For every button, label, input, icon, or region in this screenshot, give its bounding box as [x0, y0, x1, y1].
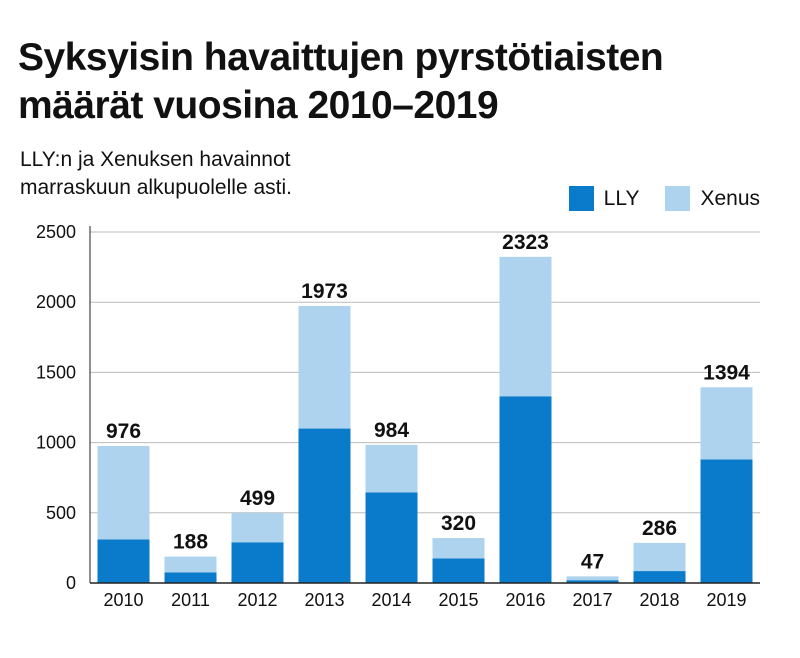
bar-segment-xenus [633, 542, 686, 572]
y-tick-label: 1000 [36, 433, 76, 453]
x-tick-label: 2017 [572, 590, 612, 610]
bar-segment-lly [231, 542, 284, 583]
bar-total-label: 320 [441, 512, 476, 535]
x-tick-label: 2013 [304, 590, 344, 610]
x-tick-label: 2015 [438, 590, 478, 610]
x-tick-label: 2018 [639, 590, 679, 610]
bar-segment-xenus [499, 256, 552, 397]
bar-total-label: 286 [642, 517, 677, 540]
bar-total-label: 1394 [703, 361, 750, 384]
bar-segment-xenus [432, 538, 485, 559]
bar-total-label: 976 [106, 420, 141, 443]
chart-title: Syksyisin havaittujen pyrstötiaisten mää… [18, 36, 664, 127]
chart-subtitle: LLY:n ja Xenuksen havainnot marraskuun a… [20, 148, 292, 199]
legend-label-xenus: Xenus [700, 186, 760, 210]
x-tick-label: 2016 [505, 590, 545, 610]
legend-swatch-xenus [665, 186, 691, 211]
bar-segment-lly [97, 539, 150, 583]
bar-segment-xenus [231, 512, 284, 543]
bar-segment-lly [164, 572, 217, 583]
y-tick-label: 2000 [36, 292, 76, 312]
bar-segment-xenus [365, 444, 418, 493]
x-tick-label: 2012 [237, 590, 277, 610]
bar-segment-lly [499, 396, 552, 583]
x-tick-label: 2010 [103, 590, 143, 610]
x-tick-label: 2011 [171, 590, 210, 610]
x-tick-label: 2014 [371, 590, 411, 610]
bar-segment-xenus [700, 387, 753, 460]
y-tick-label: 500 [46, 503, 76, 523]
bar-total-label: 499 [240, 487, 275, 510]
bar-segment-lly [298, 428, 351, 583]
bar-segment-xenus [97, 445, 150, 540]
bar-segment-xenus [298, 305, 351, 429]
y-tick-label: 2500 [36, 222, 76, 242]
bar-segment-lly [700, 459, 753, 583]
legend-item-xenus: Xenus [665, 186, 760, 211]
x-tick-label: 2019 [706, 590, 746, 610]
bar-segment-lly [633, 571, 686, 583]
bar-total-label: 47 [581, 550, 604, 573]
legend-swatch-lly [568, 186, 594, 211]
bar-total-label: 188 [173, 531, 208, 554]
y-tick-label: 1500 [36, 362, 76, 382]
bar-total-label: 1973 [301, 280, 348, 303]
bar-total-label: 984 [374, 419, 409, 442]
bar-segment-lly [365, 492, 418, 583]
bar-segment-xenus [164, 556, 217, 573]
legend-item-lly: LLY [568, 186, 640, 211]
bar-segment-lly [566, 580, 619, 583]
legend: LLY Xenus [543, 186, 760, 211]
bar-segment-lly [432, 558, 485, 583]
legend-label-lly: LLY [603, 186, 640, 210]
bar-segment-xenus [566, 576, 619, 581]
y-tick-label: 0 [66, 573, 76, 593]
bar-total-label: 2323 [502, 231, 549, 254]
